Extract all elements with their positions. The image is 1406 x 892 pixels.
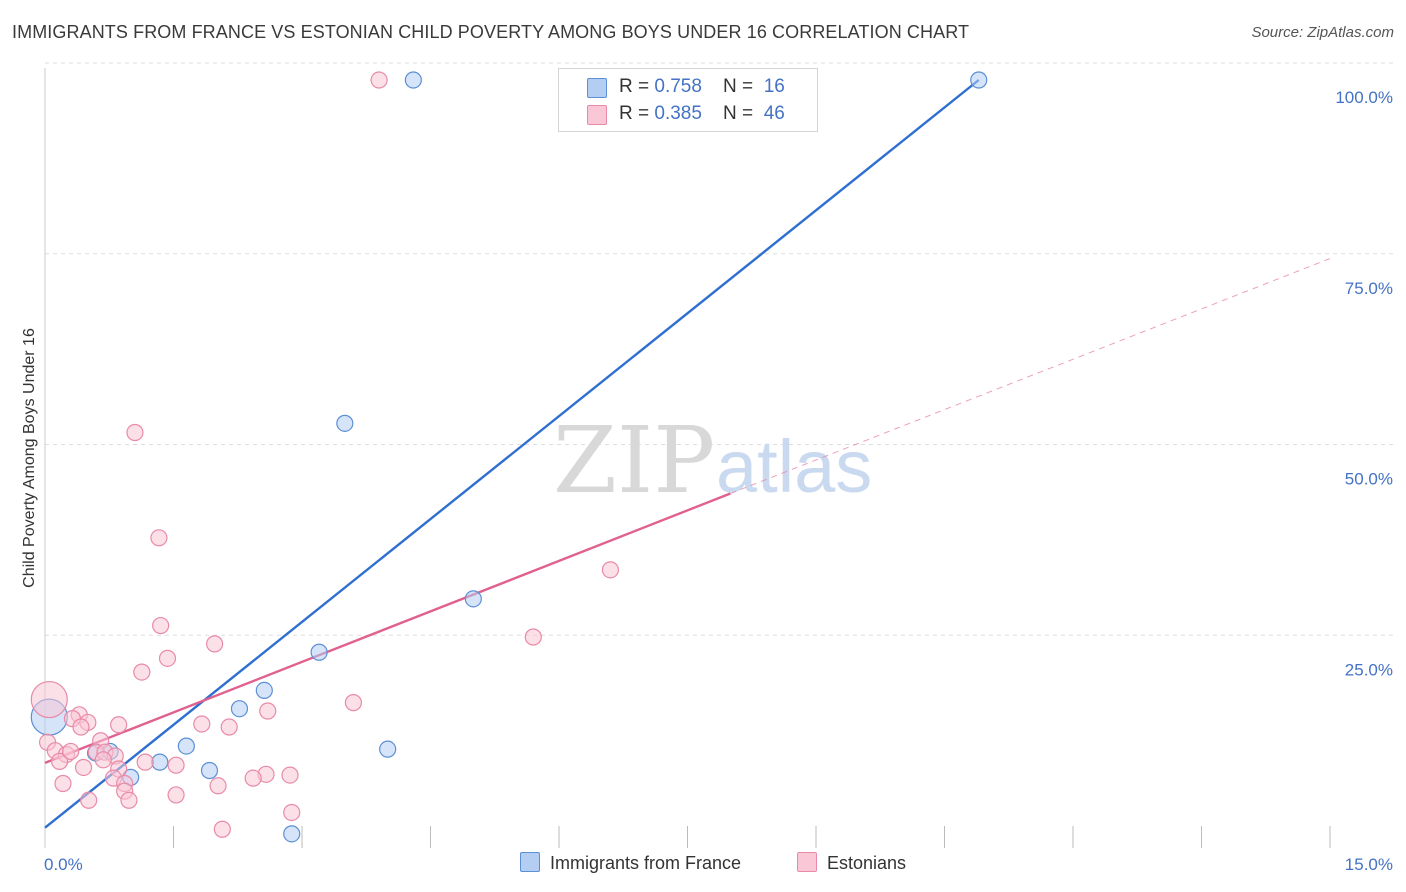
point-estonians-40 [80, 791, 98, 809]
point-estonians-36 [54, 774, 72, 793]
point-estonians-27 [136, 753, 154, 771]
point-estonians-4 [152, 616, 170, 635]
point-france-14 [283, 825, 301, 843]
chart-title: IMMIGRANTS FROM FRANCE VS ESTONIAN CHILD… [12, 22, 970, 42]
watermark-zip: ZIP [553, 407, 715, 514]
legend-r-label: R = [619, 103, 655, 124]
bottom-legend-france: Immigrants from France [520, 852, 741, 874]
bottom-legend-label-france: Immigrants from France [550, 853, 742, 873]
point-france-12 [200, 761, 219, 780]
point-estonians-44 [30, 680, 68, 719]
point-estonians-16 [72, 718, 90, 736]
point-france-1 [970, 71, 988, 89]
y-tick-labels: 25.0% 50.0% 75.0% 100.0% [1335, 88, 1393, 679]
trend-lines [44, 79, 1331, 829]
legend-n-value-france: 16 [763, 76, 785, 97]
legend-text-estonians: R = 0.385 N = 46 [619, 103, 785, 125]
legend: R = 0.758 N = 16 R = 0.385 N = 46 [558, 68, 818, 132]
legend-r-label: R = [619, 76, 655, 97]
y-tick-label-75: 75.0% [1345, 279, 1393, 298]
point-france-10 [379, 740, 397, 758]
point-estonians-32 [281, 766, 299, 784]
point-estonians-7 [158, 649, 177, 667]
point-estonians-42 [283, 803, 301, 822]
point-estonians-9 [344, 694, 362, 712]
point-estonians-14 [110, 716, 128, 734]
legend-swatch-estonians [587, 105, 607, 125]
point-estonians-28 [167, 756, 185, 774]
point-france-3 [464, 590, 482, 608]
legend-swatch-france [587, 78, 607, 98]
y-tick-label-100: 100.0% [1335, 88, 1393, 107]
point-estonians-2 [150, 529, 168, 547]
point-estonians-29 [74, 758, 93, 777]
watermark-atlas: atlas [716, 425, 872, 508]
legend-n-label: N = [723, 76, 759, 97]
x-ticks [173, 826, 1331, 848]
point-france-5 [255, 681, 273, 700]
point-estonians-43 [213, 820, 231, 838]
point-estonians-17 [220, 718, 238, 736]
point-estonians-5 [524, 628, 542, 646]
point-estonians-6 [206, 635, 224, 653]
point-estonians-15 [193, 715, 211, 733]
point-france-11 [151, 753, 169, 771]
trend-line-france [44, 79, 980, 829]
data-points [30, 71, 988, 843]
point-estonians-3 [601, 561, 620, 579]
y-tick-label-25: 25.0% [1345, 660, 1393, 679]
point-france-7 [177, 737, 195, 755]
legend-r-value-france: 0.758 [654, 76, 702, 97]
bottom-legend-swatch-estonians [797, 852, 817, 872]
y-axis-title: Child Poverty Among Boys Under 16 [21, 328, 38, 588]
point-estonians-1 [126, 423, 144, 442]
source-label: Source: ZipAtlas.com [1251, 24, 1394, 41]
point-france-2 [336, 414, 354, 432]
legend-text-france: R = 0.758 N = 16 [619, 76, 785, 98]
trend-line-estonians [44, 492, 731, 765]
point-estonians-0 [370, 71, 388, 89]
point-estonians-34 [244, 769, 262, 787]
point-france-4 [310, 643, 328, 661]
point-estonians-45 [62, 742, 80, 761]
bottom-legend-swatch-france [520, 852, 540, 872]
point-estonians-39 [167, 786, 185, 804]
legend-r-value-estonians: 0.385 [654, 103, 702, 124]
legend-n-value-estonians: 46 [763, 103, 785, 124]
trend-extension-estonians [730, 258, 1331, 495]
point-estonians-26 [94, 751, 112, 769]
point-estonians-25 [50, 752, 69, 770]
legend-n-label: N = [723, 103, 759, 124]
grid [44, 62, 1393, 848]
bottom-legend-estonians: Estonians [797, 852, 906, 874]
point-estonians-41 [120, 791, 138, 809]
point-estonians-10 [259, 702, 277, 720]
point-france-0 [404, 71, 422, 89]
y-tick-label-50: 50.0% [1345, 470, 1393, 489]
point-france-6 [230, 700, 249, 718]
point-estonians-8 [133, 663, 151, 681]
bottom-legend-label-estonians: Estonians [827, 853, 907, 873]
x-tick-label-min: 0.0% [44, 855, 83, 874]
x-tick-label-max: 15.0% [1345, 855, 1393, 874]
point-estonians-37 [209, 777, 227, 795]
